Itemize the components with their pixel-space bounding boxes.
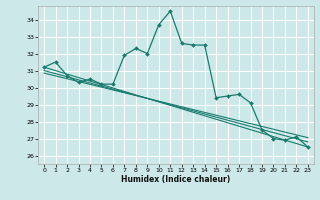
X-axis label: Humidex (Indice chaleur): Humidex (Indice chaleur)	[121, 175, 231, 184]
